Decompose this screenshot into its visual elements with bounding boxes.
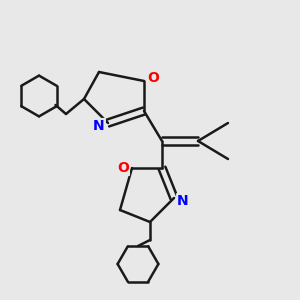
Text: N: N [93, 119, 105, 133]
Text: O: O [147, 71, 159, 85]
Text: O: O [117, 161, 129, 175]
Text: N: N [177, 194, 189, 208]
